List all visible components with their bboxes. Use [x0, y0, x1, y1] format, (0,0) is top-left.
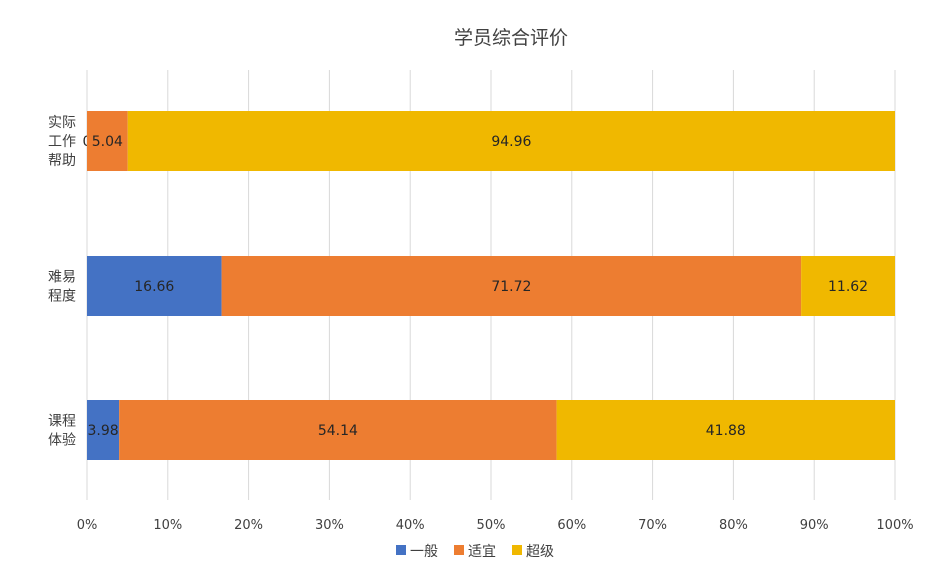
data-label: 54.14	[318, 423, 358, 439]
category-label: 程度	[48, 289, 76, 305]
x-tick-label: 50%	[477, 518, 506, 533]
x-tick-label: 0%	[77, 518, 98, 533]
x-tick-label: 90%	[800, 518, 829, 533]
data-label: 16.66	[134, 279, 174, 295]
legend: 一般 适宜 超级	[396, 544, 554, 560]
legend-swatch	[512, 545, 522, 555]
data-label: 11.62	[828, 279, 868, 295]
x-tick-label: 30%	[315, 518, 344, 533]
bar-segment	[87, 111, 128, 171]
bar-segment	[801, 256, 895, 316]
data-label: 5.04	[92, 134, 123, 150]
bar-segment	[127, 111, 895, 171]
category-label: 体验	[48, 433, 76, 449]
bar-segment	[87, 256, 222, 316]
data-label: 71.72	[491, 279, 531, 295]
bar-segment	[87, 400, 120, 460]
x-tick-label: 80%	[719, 518, 748, 533]
x-tick-label: 70%	[638, 518, 667, 533]
x-tick-label: 10%	[153, 518, 182, 533]
legend-swatch	[454, 545, 464, 555]
legend-label: 适宜	[468, 544, 496, 560]
bar-segment	[119, 400, 557, 460]
chart-title: 学员综合评价	[454, 27, 568, 49]
x-tick-label: 20%	[234, 518, 263, 533]
bar-segment	[556, 400, 895, 460]
x-tick-label: 100%	[876, 518, 913, 533]
category-label: 难易	[48, 270, 76, 286]
bar-segment	[221, 256, 802, 316]
legend-label: 超级	[526, 544, 554, 560]
data-label: 3.98	[87, 423, 118, 439]
x-axis-ticks: 0% 10% 20% 30% 40% 50% 60% 70% 80% 90% 100%	[77, 518, 914, 533]
category-label: 工作	[48, 134, 76, 150]
legend-swatch	[396, 545, 406, 555]
data-label: 41.88	[706, 423, 746, 439]
data-label: 94.96	[491, 134, 531, 150]
category-label: 帮助	[48, 153, 76, 169]
category-label: 实际	[48, 115, 76, 131]
legend-label: 一般	[410, 544, 438, 560]
x-tick-label: 60%	[557, 518, 586, 533]
category-label: 课程	[48, 414, 76, 430]
x-tick-label: 40%	[396, 518, 425, 533]
